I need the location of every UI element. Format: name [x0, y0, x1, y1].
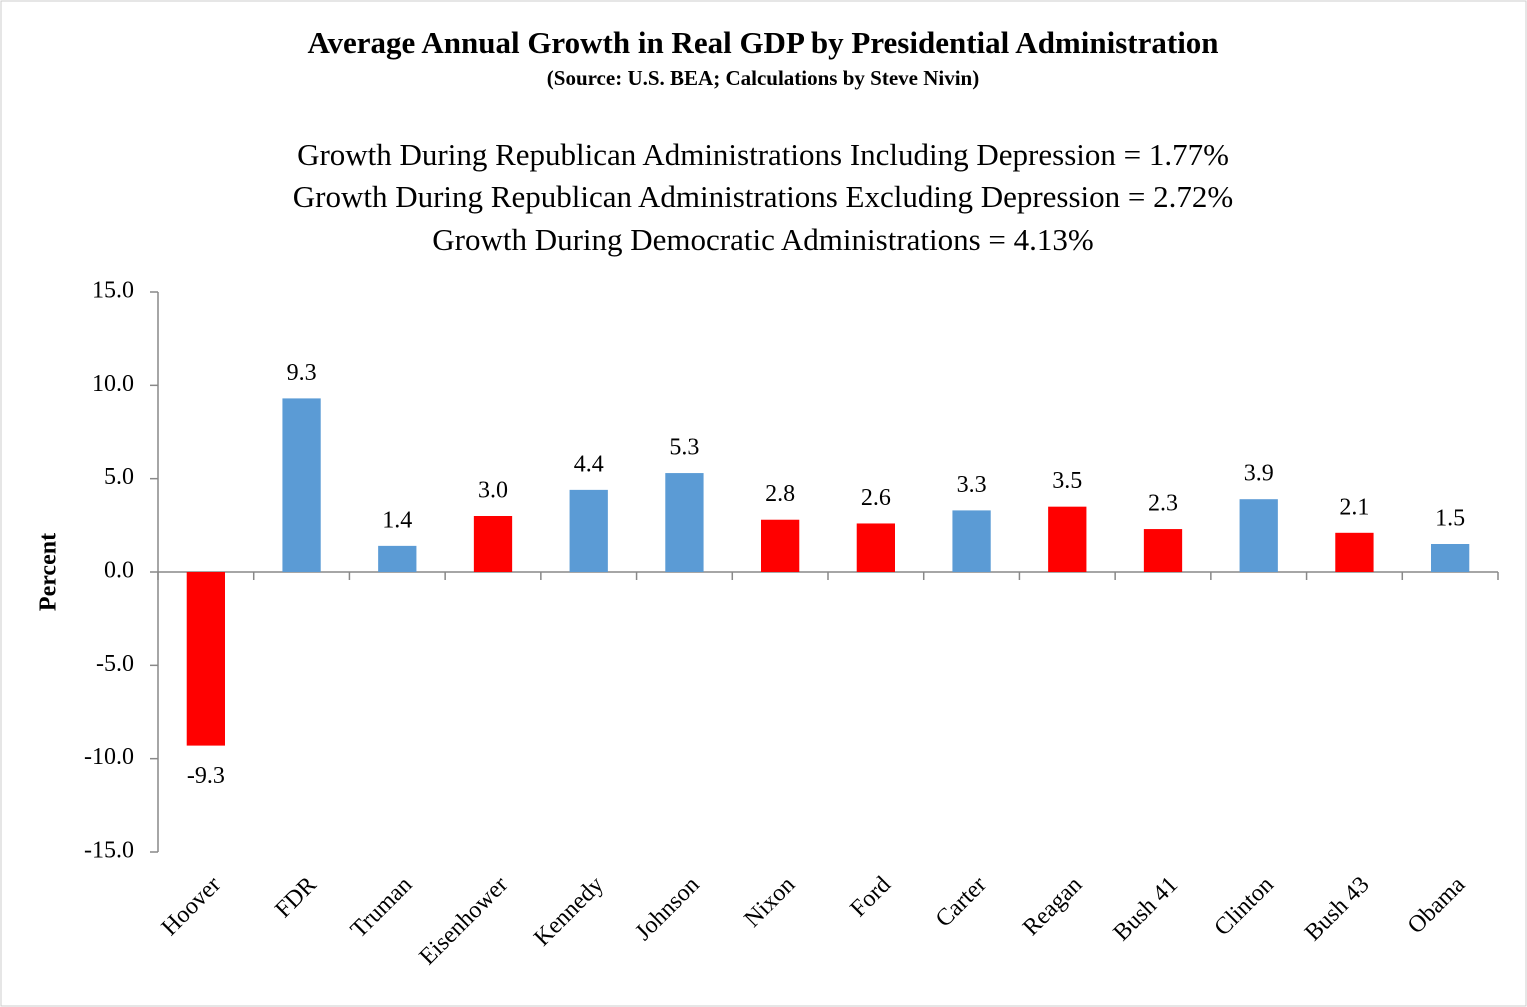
value-label: 1.4 [382, 507, 412, 533]
bar [665, 473, 704, 572]
bar [473, 516, 513, 572]
value-label: 1.5 [1435, 506, 1465, 532]
bar [282, 398, 321, 572]
annotation: Growth During Republican Administrations… [297, 137, 1229, 172]
y-tick-label: 10.0 [92, 371, 134, 397]
y-tick-label: -15.0 [84, 838, 134, 864]
bar [186, 572, 225, 746]
value-label: 3.0 [478, 478, 508, 504]
annotation: Growth During Democratic Administrations… [432, 222, 1094, 257]
value-label: 3.9 [1244, 461, 1274, 487]
bar [761, 519, 800, 572]
y-tick-label: -10.0 [84, 744, 134, 770]
bar [1239, 499, 1278, 572]
bar [1335, 532, 1374, 572]
bar [569, 489, 608, 572]
value-label: 2.8 [765, 481, 795, 507]
value-label: 9.3 [287, 360, 317, 386]
y-tick-label: -5.0 [96, 651, 134, 677]
value-label: -9.3 [187, 763, 225, 789]
value-label: 2.1 [1339, 494, 1369, 520]
chart-subtitle: (Source: U.S. BEA; Calculations by Steve… [547, 66, 979, 90]
value-label: 2.6 [861, 485, 891, 511]
y-tick-label: 15.0 [92, 278, 134, 304]
bar [856, 523, 895, 572]
value-label: 3.5 [1052, 468, 1082, 494]
y-tick-label: 0.0 [104, 558, 134, 584]
bar [952, 510, 991, 572]
y-tick-label: 5.0 [104, 464, 134, 490]
y-axis-label: Percent [36, 533, 62, 611]
chart-title: Average Annual Growth in Real GDP by Pre… [307, 25, 1218, 60]
value-label: 2.3 [1148, 491, 1178, 517]
bar [1143, 529, 1183, 572]
value-label: 3.3 [957, 472, 987, 498]
bar [1431, 544, 1470, 572]
bar [378, 545, 417, 572]
annotation: Growth During Republican Administrations… [293, 179, 1233, 214]
bar [1048, 506, 1087, 572]
value-label: 5.3 [669, 435, 699, 461]
value-label: 4.4 [574, 451, 604, 477]
